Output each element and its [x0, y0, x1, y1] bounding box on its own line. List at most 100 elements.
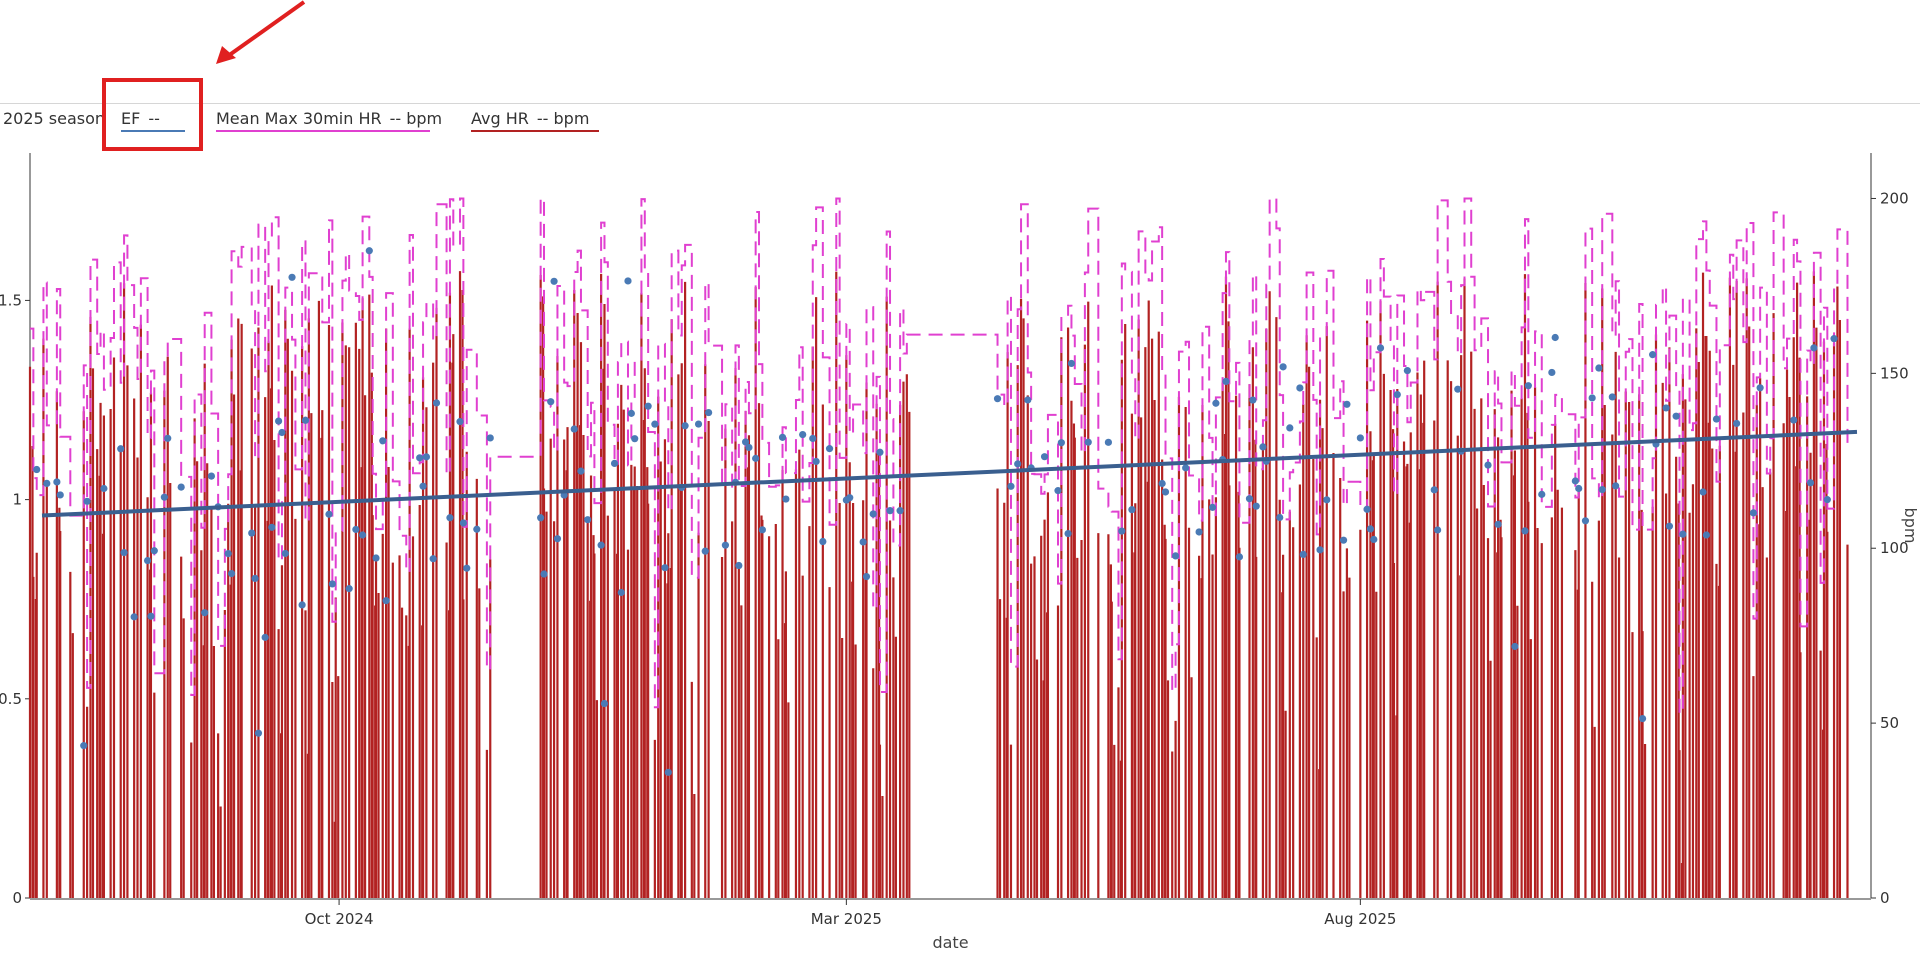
ef-point — [597, 541, 605, 549]
y-right-axis-title: bpm — [1901, 508, 1920, 544]
annotation-highlight-box — [102, 78, 203, 151]
ef-point — [617, 588, 625, 597]
ef-point — [1222, 377, 1230, 386]
ef-point — [224, 549, 232, 558]
ef-point — [1296, 384, 1304, 392]
ef-point — [227, 569, 236, 578]
ef-point — [1575, 484, 1583, 493]
legend-item-ef[interactable]: EF -- — [121, 109, 185, 132]
legend-item-avg-hr[interactable]: Avg HR -- bpm — [471, 109, 599, 132]
ef-point — [143, 556, 152, 565]
legend-avg-label: Avg HR — [471, 109, 529, 128]
ef-point — [600, 699, 609, 708]
ef-point — [782, 495, 790, 503]
ef-point — [1649, 351, 1657, 359]
ef-point — [1040, 453, 1049, 461]
ef-point — [1252, 502, 1260, 510]
ef-point — [799, 430, 807, 439]
ef-point — [752, 454, 760, 462]
ef-point — [1524, 382, 1532, 390]
ef-point — [1249, 396, 1257, 404]
annotation-arrow-icon — [226, 0, 306, 58]
ef-point — [177, 483, 185, 491]
ef-point — [1366, 525, 1375, 533]
ef-point — [100, 484, 108, 493]
ef-point — [1208, 503, 1217, 511]
ef-point — [288, 273, 296, 281]
ef-point — [610, 459, 619, 468]
ef-point — [298, 601, 306, 609]
legend-mmhr-label: Mean Max 30min HR — [216, 109, 382, 128]
ef-point — [1299, 550, 1307, 558]
ef-point — [1084, 438, 1092, 446]
ef-point — [1259, 443, 1267, 451]
y-right-tick-label: 100 — [1880, 539, 1909, 557]
ef-point — [550, 277, 558, 285]
ef-point — [1662, 404, 1670, 412]
ef-point — [1494, 520, 1502, 528]
legend-avg-value: -- bpm — [536, 109, 590, 128]
ef-point — [1212, 399, 1220, 407]
ef-point — [254, 729, 263, 737]
ef-point — [1370, 535, 1378, 544]
ef-point — [365, 247, 373, 255]
x-axis-title: date — [932, 933, 968, 952]
ef-point — [869, 510, 877, 518]
ef-point — [1158, 479, 1166, 488]
ef-point — [1806, 479, 1815, 487]
ef-point — [1363, 505, 1371, 513]
ef-point — [1161, 488, 1170, 496]
ef-point — [117, 445, 125, 453]
ef-point — [1484, 461, 1492, 469]
ef-point — [278, 428, 286, 437]
ef-point — [886, 507, 894, 515]
ef-point — [664, 768, 672, 776]
y-right-tick-label: 0 — [1880, 889, 1890, 907]
ef-point — [705, 408, 713, 417]
ef-point — [422, 453, 431, 461]
ef-point — [758, 526, 766, 534]
ef-point — [1067, 359, 1076, 368]
ef-point — [1057, 439, 1065, 447]
ef-point — [456, 418, 464, 426]
ef-point — [1699, 488, 1707, 496]
ef-point — [1521, 527, 1529, 535]
ef-point — [1712, 415, 1721, 423]
legend-ef-label: EF — [121, 109, 141, 128]
ef-point — [429, 555, 437, 563]
ef-point — [248, 529, 256, 537]
ef-point — [1608, 393, 1616, 401]
ef-point — [301, 416, 310, 424]
top-divider — [0, 103, 1920, 104]
ef-point — [644, 402, 652, 410]
ef-point — [859, 538, 867, 546]
ef-point — [120, 549, 128, 557]
ef-point — [379, 437, 387, 445]
ef-point — [1430, 486, 1438, 494]
ef-point — [651, 420, 659, 428]
ef-point — [251, 574, 259, 582]
ef-point — [1403, 366, 1411, 375]
x-tick-label: Aug 2025 — [1324, 910, 1396, 928]
ef-point — [419, 482, 427, 490]
y-left-tick-label: 1 — [12, 491, 22, 509]
x-tick-label: Mar 2025 — [811, 910, 882, 928]
ef-point — [446, 514, 454, 522]
y-right-tick-label: 50 — [1880, 714, 1899, 732]
ef-point — [1548, 368, 1556, 377]
ef-point — [1810, 344, 1818, 352]
ef-point — [627, 409, 635, 417]
legend-item-mean-max-hr[interactable]: Mean Max 30min HR -- bpm — [216, 109, 442, 132]
ef-point — [1276, 513, 1284, 522]
ef-point — [147, 612, 155, 620]
ef-point — [1588, 394, 1596, 402]
ef-point — [201, 609, 209, 617]
ef-point — [1434, 526, 1442, 534]
ef-point — [1665, 522, 1674, 530]
legend-season-label: 2025 season — [3, 109, 106, 128]
ef-point — [1511, 642, 1519, 651]
ef-point — [53, 478, 61, 486]
ef-point — [1245, 495, 1254, 503]
